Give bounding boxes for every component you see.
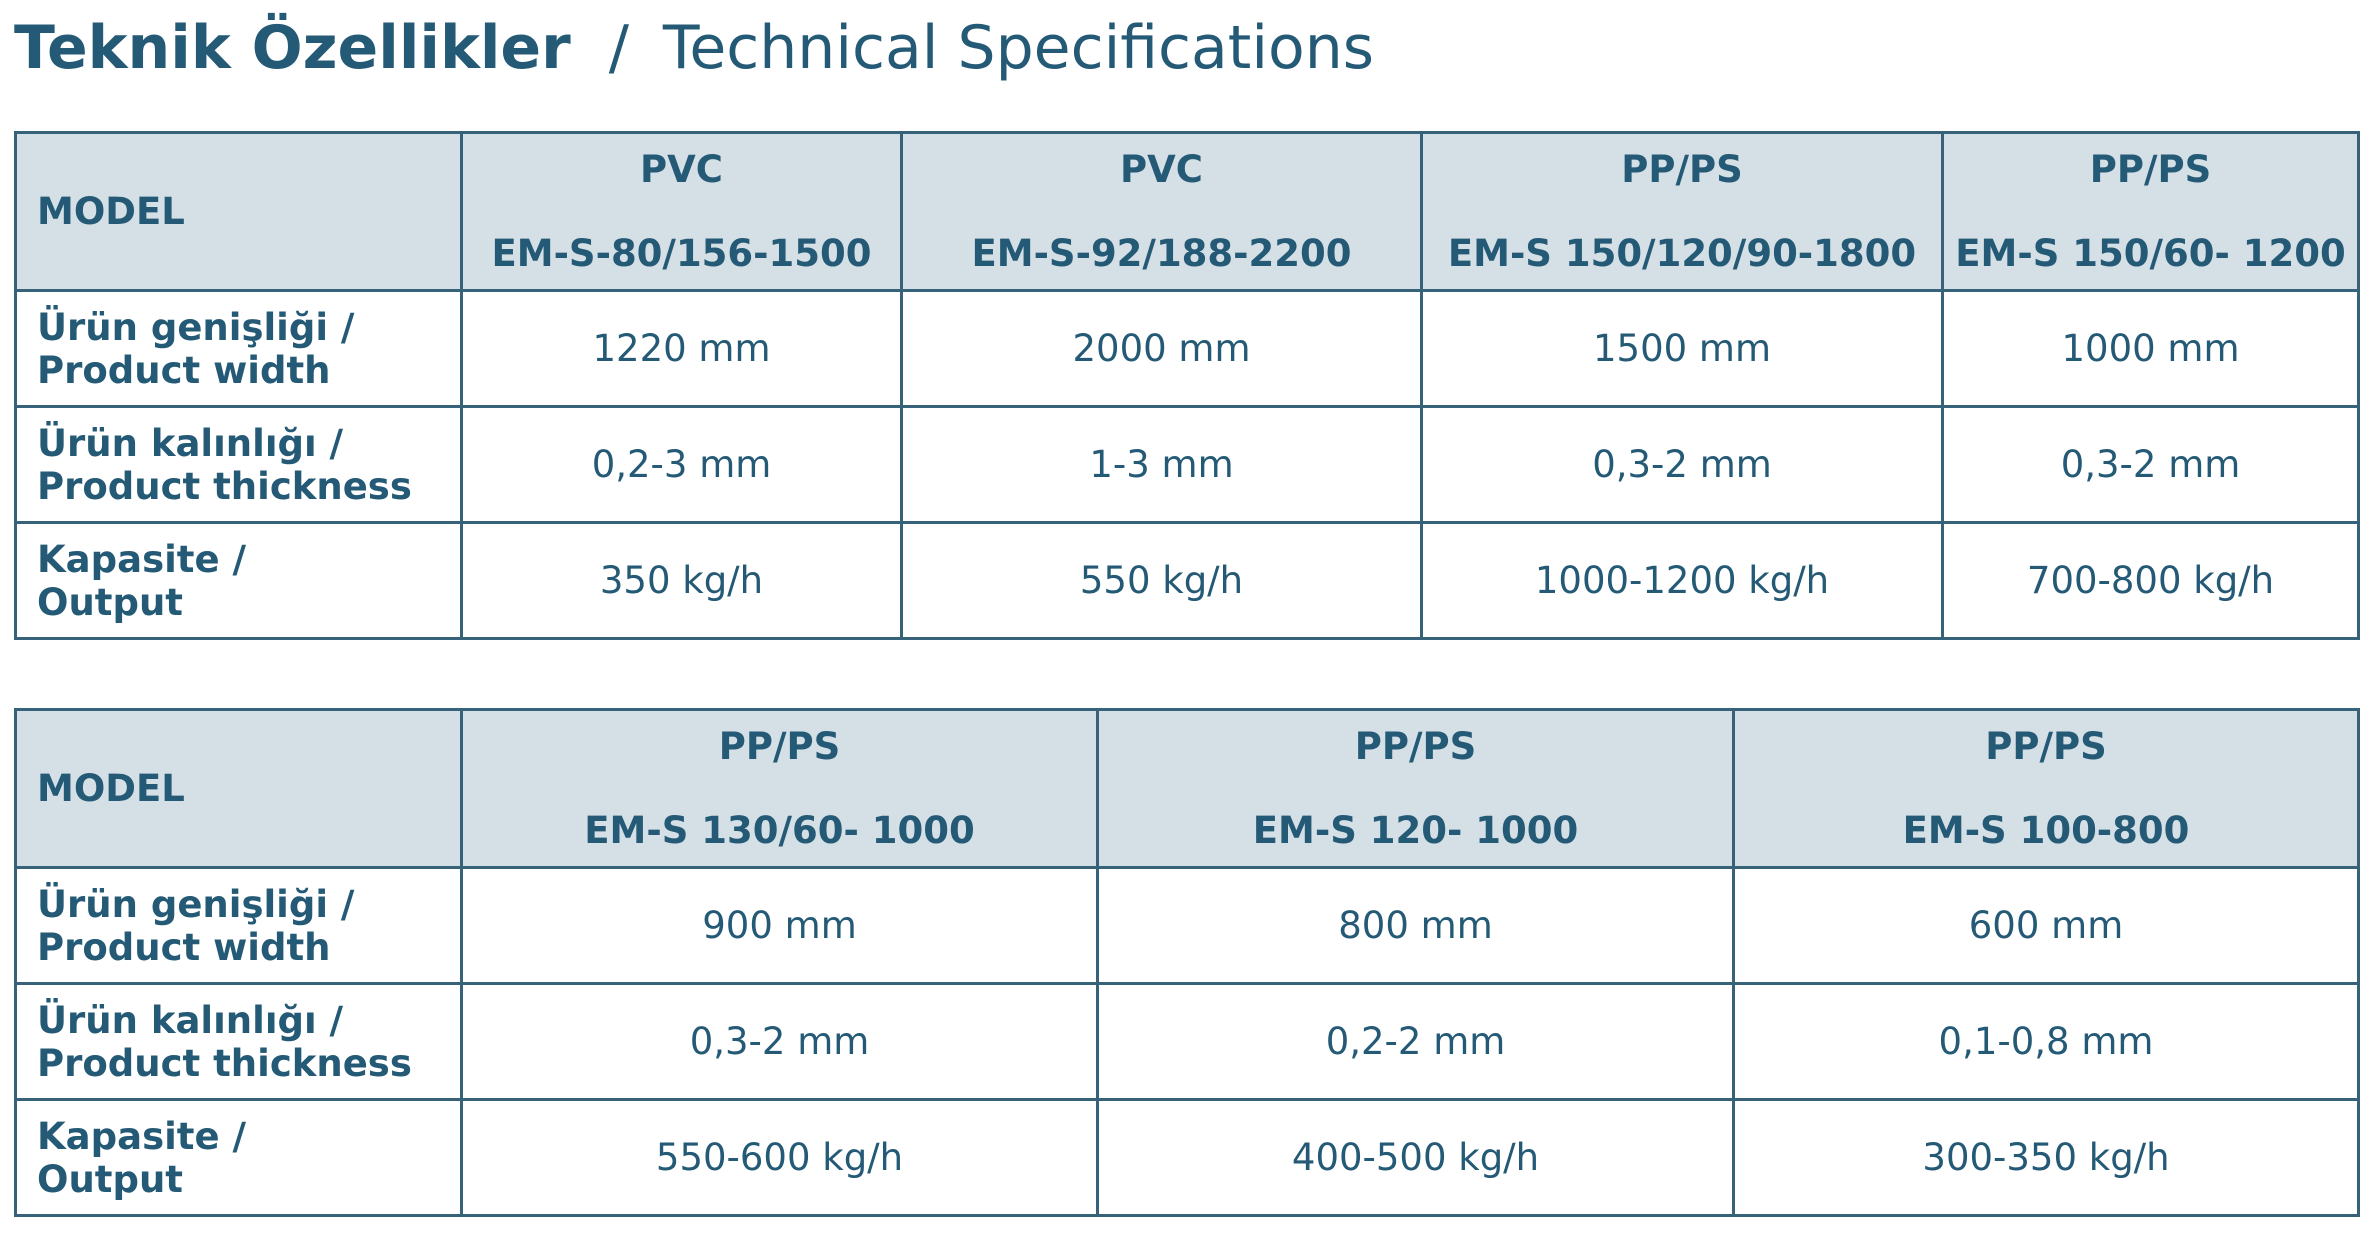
model-name: EM-S-80/156-1500 <box>491 231 872 275</box>
row-label-en: Product thickness <box>37 464 412 508</box>
model-name: EM-S 100-800 <box>1902 808 2190 852</box>
title-separator: / <box>608 13 629 83</box>
row-label-thickness: Ürün kalınlığı / Product thickness <box>14 405 463 524</box>
spec-table-2: MODEL PP/PS EM-S 130/60- 1000 PP/PS EM-S 1… <box>14 708 2360 1217</box>
row-label-tr: Ürün genişliği / <box>37 305 355 349</box>
row-label-output: Kapasite / Output <box>14 521 463 640</box>
row-label-tr: Ürün genişliği / <box>37 882 355 926</box>
table-row-width: Ürün genişliği / Product width 1220 mm 20… <box>14 289 2360 408</box>
column-header: PP/PS EM-S 100-800 <box>1732 708 2360 869</box>
row-label-tr: Ürün kalınlığı / <box>37 998 344 1042</box>
model-name: EM-S 150/60- 1200 <box>1955 231 2346 275</box>
row-label-en: Output <box>37 580 183 624</box>
table-row-output: Kapasite / Output 350 kg/h 550 kg/h 1000-… <box>14 521 2360 640</box>
row-label-width: Ürün genişliği / Product width <box>14 289 463 408</box>
row-label-output: Kapasite / Output <box>14 1098 463 1217</box>
page-title: Teknik Özellikler / Technical Specificatio… <box>14 8 1374 88</box>
output-cell: 550 kg/h <box>900 521 1423 640</box>
material-label: PP/PS <box>1985 724 2107 768</box>
thickness-cell: 0,3-2 mm <box>1941 405 2360 524</box>
header-row: MODEL PVC EM-S-80/156-1500 PVC EM-S-92/188… <box>14 131 2360 292</box>
column-header: PP/PS EM-S 150/60- 1200 <box>1941 131 2360 292</box>
thickness-cell: 0,1-0,8 mm <box>1732 982 2360 1101</box>
model-name: EM-S 130/60- 1000 <box>584 808 975 852</box>
output-cell: 350 kg/h <box>460 521 903 640</box>
header-row: MODEL PP/PS EM-S 130/60- 1000 PP/PS EM-S 1… <box>14 708 2360 869</box>
model-name: EM-S-92/188-2200 <box>971 231 1352 275</box>
table-row-thickness: Ürün kalınlığı / Product thickness 0,2-3 … <box>14 405 2360 524</box>
model-name: EM-S 120- 1000 <box>1252 808 1579 852</box>
model-name: EM-S 150/120/90-1800 <box>1447 231 1917 275</box>
row-label-en: Product thickness <box>37 1041 412 1085</box>
material-label: PP/PS <box>718 724 841 768</box>
width-cell: 800 mm <box>1096 866 1735 985</box>
material-label: PP/PS <box>2089 147 2212 191</box>
row-label-tr: Ürün kalınlığı / <box>37 421 344 465</box>
output-cell: 300-350 kg/h <box>1732 1098 2360 1217</box>
material-label: PVC <box>1120 147 1203 191</box>
row-label-en: Product width <box>37 925 331 969</box>
row-label-en: Output <box>37 1157 183 1201</box>
model-label: MODEL <box>14 708 463 869</box>
width-cell: 900 mm <box>460 866 1099 985</box>
model-label: MODEL <box>14 131 463 292</box>
row-label-tr: Kapasite / <box>37 537 246 581</box>
thickness-cell: 0,2-3 mm <box>460 405 903 524</box>
column-header: PVC EM-S-80/156-1500 <box>460 131 903 292</box>
output-cell: 400-500 kg/h <box>1096 1098 1735 1217</box>
row-label-tr: Kapasite / <box>37 1114 246 1158</box>
material-label: PP/PS <box>1354 724 1477 768</box>
title-english: Technical Specifications <box>662 13 1374 83</box>
table-row-width: Ürün genişliği / Product width 900 mm 800… <box>14 866 2360 985</box>
column-header: PVC EM-S-92/188-2200 <box>900 131 1423 292</box>
width-cell: 1500 mm <box>1420 289 1944 408</box>
thickness-cell: 1-3 mm <box>900 405 1423 524</box>
thickness-cell: 0,3-2 mm <box>460 982 1099 1101</box>
width-cell: 600 mm <box>1732 866 2360 985</box>
material-label: PP/PS <box>1621 147 1743 191</box>
table-row-thickness: Ürün kalınlığı / Product thickness 0,3-2 … <box>14 982 2360 1101</box>
spec-table-1: MODEL PVC EM-S-80/156-1500 PVC EM-S-92/188… <box>14 131 2360 640</box>
material-label: PVC <box>640 147 723 191</box>
output-cell: 1000-1200 kg/h <box>1420 521 1944 640</box>
width-cell: 2000 mm <box>900 289 1423 408</box>
output-cell: 700-800 kg/h <box>1941 521 2360 640</box>
column-header: PP/PS EM-S 120- 1000 <box>1096 708 1735 869</box>
row-label-width: Ürün genişliği / Product width <box>14 866 463 985</box>
output-cell: 550-600 kg/h <box>460 1098 1099 1217</box>
table-row-output: Kapasite / Output 550-600 kg/h 400-500 kg… <box>14 1098 2360 1217</box>
title-turkish: Teknik Özellikler <box>14 13 571 83</box>
column-header: PP/PS EM-S 150/120/90-1800 <box>1420 131 1944 292</box>
width-cell: 1220 mm <box>460 289 903 408</box>
column-header: PP/PS EM-S 130/60- 1000 <box>460 708 1099 869</box>
thickness-cell: 0,3-2 mm <box>1420 405 1944 524</box>
row-label-thickness: Ürün kalınlığı / Product thickness <box>14 982 463 1101</box>
width-cell: 1000 mm <box>1941 289 2360 408</box>
thickness-cell: 0,2-2 mm <box>1096 982 1735 1101</box>
row-label-en: Product width <box>37 348 331 392</box>
